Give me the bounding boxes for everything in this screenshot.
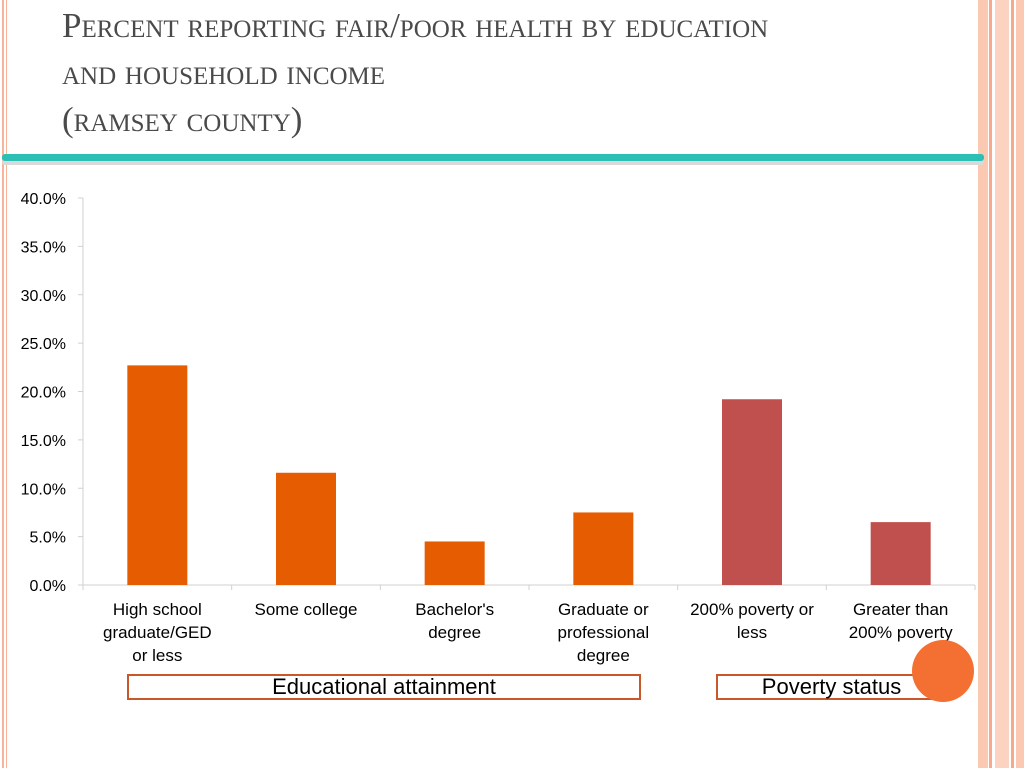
decor-stripe <box>6 0 7 768</box>
x-category-label-line: Some college <box>254 600 357 619</box>
group-label-education: Educational attainment <box>127 674 641 700</box>
x-category-label: Bachelor's degree <box>415 600 494 642</box>
x-category-label-line: Bachelor's <box>415 600 494 619</box>
decor-stripe <box>2 0 4 768</box>
y-tick-label: 15.0% <box>21 433 66 450</box>
decor-stripe <box>989 0 992 768</box>
x-category-label: Graduate or professional degree <box>557 600 649 665</box>
group-label-text: Poverty status <box>761 674 902 699</box>
x-category-label-line: less <box>737 623 767 642</box>
x-category-label-line: degree <box>428 623 481 642</box>
x-category-label-line: professional <box>557 623 649 642</box>
bar <box>276 472 336 585</box>
decor-stripe <box>995 0 1009 768</box>
x-category-label-line: Graduate or <box>558 600 649 619</box>
x-category-label-line: or less <box>132 646 182 665</box>
slide-title: Percent reporting fair/poor health by ed… <box>62 2 972 143</box>
y-tick-label: 10.0% <box>21 481 66 498</box>
title-rule <box>2 154 984 161</box>
x-category-label-line: High school <box>113 600 202 619</box>
x-category-label-line: graduate/GED <box>103 623 212 642</box>
bar <box>424 541 485 585</box>
bar <box>127 365 188 585</box>
title-line: (ramsey county) <box>62 100 303 139</box>
y-tick-label: 5.0% <box>30 530 66 547</box>
x-category-label-line: degree <box>577 646 630 665</box>
y-tick-label: 30.0% <box>21 288 66 305</box>
group-label-poverty: Poverty status <box>716 674 947 700</box>
title-rule-shadow <box>2 159 984 165</box>
x-category-label-line: Greater than <box>853 600 948 619</box>
bar <box>722 399 782 585</box>
x-category-label: High school graduate/GED or less <box>103 600 212 665</box>
y-tick-label: 20.0% <box>21 385 66 402</box>
y-tick-label: 35.0% <box>21 239 66 256</box>
x-category-label: 200% poverty or less <box>690 600 814 642</box>
bar <box>573 512 634 585</box>
bar <box>870 522 931 585</box>
x-category-label-line: 200% poverty or <box>690 600 814 619</box>
title-line: and household income <box>62 53 386 92</box>
x-category-label: Some college <box>254 600 357 619</box>
x-category-label: Greater than 200% poverty <box>849 600 953 642</box>
x-category-label-line: 200% poverty <box>849 623 953 642</box>
group-label-text: Educational attainment <box>272 674 496 699</box>
decor-stripe <box>1016 0 1024 768</box>
title-line: Percent reporting fair/poor health by ed… <box>62 6 769 45</box>
y-tick-label: 40.0% <box>21 191 66 208</box>
y-tick-label: 25.0% <box>21 336 66 353</box>
decor-circle <box>912 640 974 702</box>
y-tick-label: 0.0% <box>30 578 66 595</box>
decor-stripe <box>1011 0 1014 768</box>
decor-stripe <box>978 0 988 768</box>
